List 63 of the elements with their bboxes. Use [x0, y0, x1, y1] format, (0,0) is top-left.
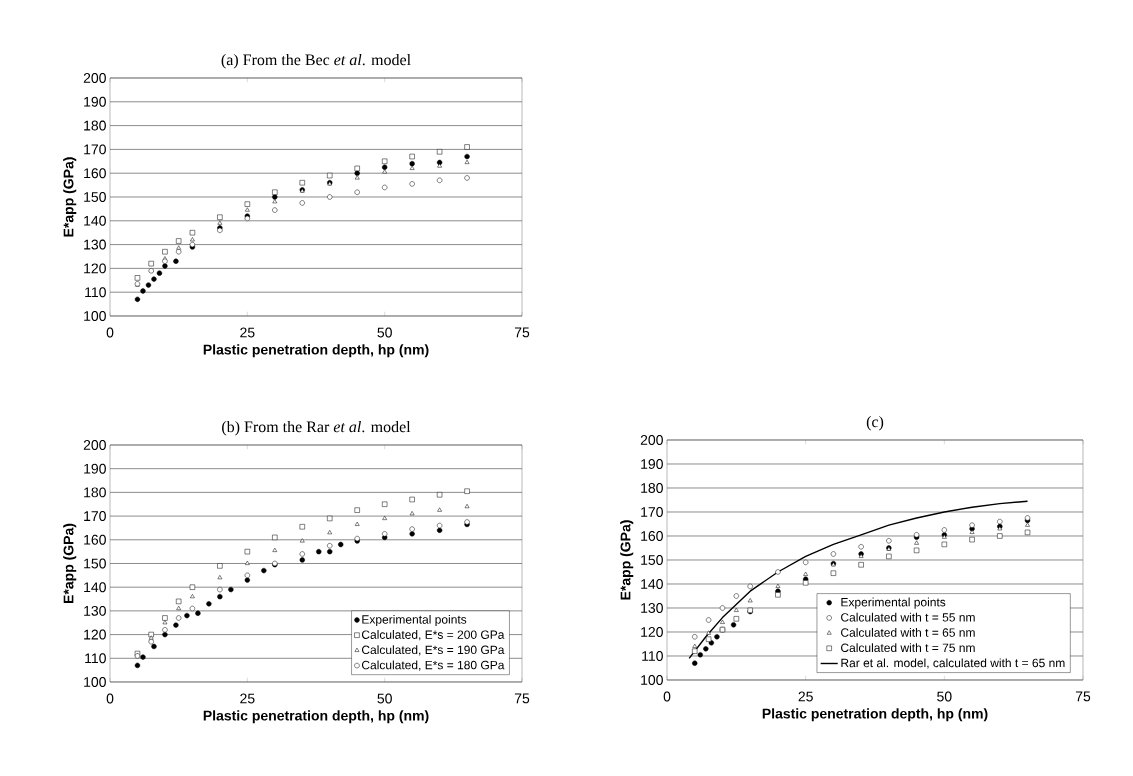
y-tick-label: 200	[83, 73, 106, 83]
x-tick-label: 50	[377, 327, 392, 338]
y-tick-label: 140	[84, 582, 106, 593]
chart-title: (b) From the Rar et al. model	[222, 420, 411, 436]
y-tick-label: 170	[84, 511, 106, 522]
y-tick-label: 160	[84, 168, 106, 179]
x-tick-label: 75	[1075, 691, 1091, 702]
x-axis-title: Plastic penetration depth, hp (nm)	[762, 708, 988, 722]
chart-title: (c)	[866, 415, 884, 431]
y-axis-title: E*app (GPa)	[63, 157, 77, 237]
y-tick-label: 170	[641, 507, 663, 517]
y-tick-label: 160	[641, 531, 663, 541]
y-tick-label: 200	[640, 435, 663, 445]
y-tick-label: 100	[84, 677, 106, 687]
x-tick-label: 75	[514, 327, 530, 338]
y-tick-label: 110	[85, 653, 106, 664]
y-tick-label: 190	[84, 96, 106, 107]
y-tick-label: 150	[84, 558, 106, 569]
chart-title: (a) From the Bec et al. model	[221, 53, 411, 69]
y-tick-label: 160	[84, 534, 106, 545]
x-tick-label: 50	[937, 691, 952, 702]
y-tick-label: 170	[84, 144, 106, 155]
x-tick-label: 0	[663, 691, 671, 702]
y-tick-label: 140	[84, 215, 106, 226]
y-tick-label: 120	[84, 263, 106, 274]
x-tick-label: 25	[240, 693, 255, 704]
legend-label: Calculated, E*s = 190 GPa	[361, 645, 505, 656]
x-axis-title: Plastic penetration depth, hp (nm)	[203, 344, 429, 358]
y-tick-label: 180	[641, 483, 663, 493]
legend-label: Calculated with t = 65 nm	[841, 628, 975, 637]
legend-label: Rar et al. model, calculated with t = 65 nm	[841, 658, 1065, 669]
y-tick-label: 150	[641, 555, 663, 565]
x-tick-label: 0	[106, 327, 114, 338]
y-tick-label: 150	[84, 192, 106, 202]
y-tick-label: 180	[84, 120, 106, 131]
y-tick-label: 110	[85, 287, 106, 298]
y-tick-label: 190	[641, 459, 663, 469]
x-tick-label: 0	[106, 693, 114, 704]
x-tick-label: 25	[798, 691, 813, 702]
y-tick-label: 190	[84, 463, 106, 474]
y-tick-label: 130	[641, 603, 663, 613]
y-tick-label: 100	[84, 311, 106, 321]
y-axis-title: E*app (GPa)	[620, 520, 634, 600]
x-tick-label: 75	[514, 693, 530, 704]
y-tick-label: 130	[84, 605, 106, 616]
y-tick-label: 200	[83, 440, 106, 450]
y-axis-title: E*app (GPa)	[63, 523, 77, 603]
y-tick-label: 180	[84, 487, 106, 498]
x-axis-title: Plastic penetration depth, hp (nm)	[203, 710, 429, 724]
y-tick-label: 100	[641, 675, 663, 685]
x-tick-label: 50	[377, 693, 392, 704]
legend-label: Calculated, E*s = 180 GPa	[361, 660, 505, 671]
legend-label: Experimental points	[362, 614, 467, 627]
legend-label: Calculated with t = 75 nm	[841, 643, 975, 652]
legend-label: Calculated, E*s = 200 GPa	[361, 630, 505, 641]
legend-label: Calculated with t = 55 nm	[841, 612, 975, 622]
y-tick-label: 130	[84, 239, 106, 250]
legend-label: Experimental points	[841, 597, 946, 609]
y-tick-label: 140	[641, 579, 663, 589]
y-tick-label: 120	[84, 629, 106, 640]
y-tick-label: 120	[641, 627, 663, 637]
x-tick-label: 25	[240, 327, 255, 338]
y-tick-label: 110	[642, 651, 663, 661]
